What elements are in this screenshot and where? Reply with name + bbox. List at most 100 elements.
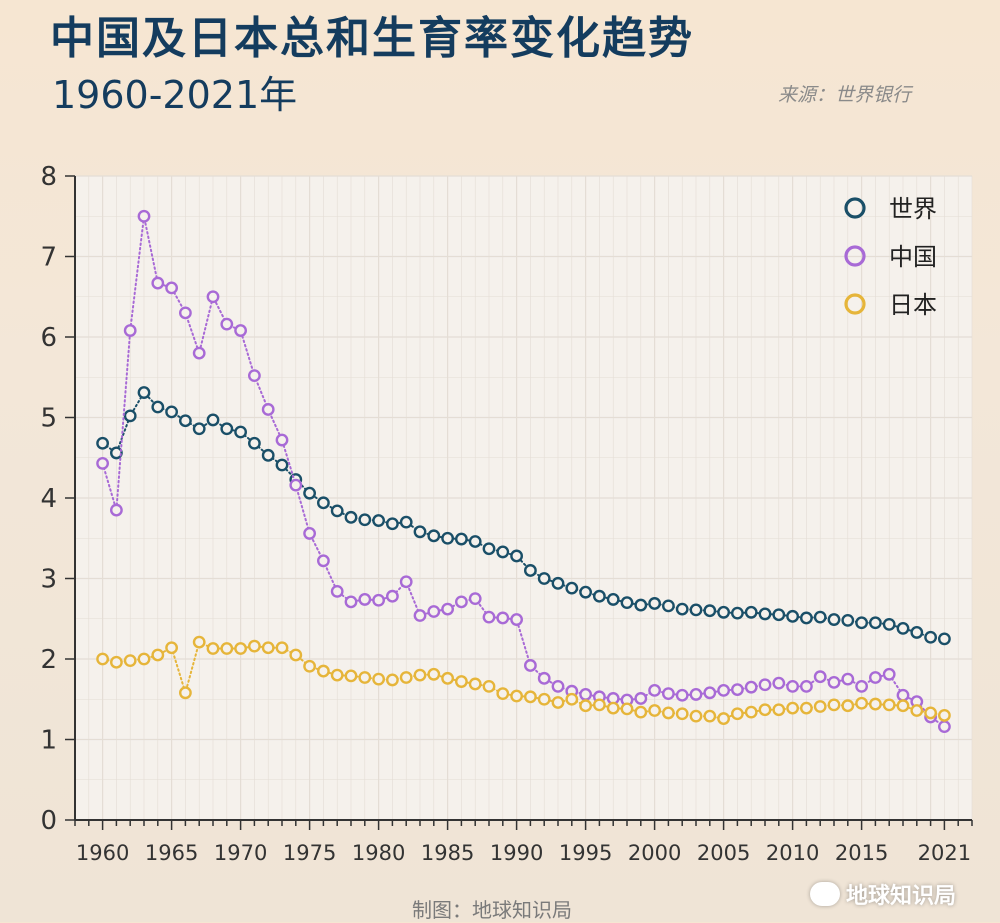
data-point-1 [261,403,275,416]
data-point-2 [744,705,758,719]
data-point-2 [813,700,827,713]
data-point-0 [454,532,468,546]
data-point-2 [717,712,730,725]
data-point-1 [330,584,344,598]
data-point-0 [662,599,675,613]
data-point-1 [178,306,192,320]
data-point-0 [220,422,234,436]
data-point-2 [96,652,110,666]
data-point-2 [827,698,841,712]
data-point-2 [551,696,565,709]
data-point-0 [869,616,882,630]
data-point-1 [524,659,537,672]
data-point-1 [399,575,413,589]
data-point-1 [344,595,358,609]
x-tick-label: 1980 [352,841,405,865]
data-point-1 [703,686,717,700]
x-tick-label: 1985 [421,841,474,865]
wechat-icon [810,882,840,906]
x-tick-label: 1960 [76,841,129,865]
data-point-2 [910,704,924,717]
data-point-1 [454,595,468,609]
data-point-1 [151,276,165,290]
data-point-2 [924,706,937,720]
data-point-0 [413,525,427,539]
data-point-0 [634,598,648,612]
data-point-2 [303,659,316,673]
data-point-2 [855,696,868,710]
data-point-1 [841,672,855,686]
data-point-2 [565,692,579,706]
data-point-0 [565,581,579,595]
data-point-1 [634,692,648,705]
data-point-0 [882,617,896,631]
data-point-2 [344,669,358,683]
data-point-0 [841,613,855,627]
data-point-0 [178,414,192,428]
data-point-2 [482,679,496,693]
data-point-0 [813,610,827,624]
data-point-1 [551,679,565,693]
data-point-2 [137,652,151,666]
data-point-2 [427,667,441,681]
data-point-1 [192,346,206,360]
data-point-1 [689,688,703,701]
data-point-1 [675,688,689,702]
y-tick-label: 6 [40,323,57,353]
data-point-1 [137,209,151,223]
data-point-0 [344,510,358,524]
data-point-1 [510,613,523,626]
data-point-0 [399,515,413,529]
x-tick-label: 1970 [214,841,267,865]
data-point-2 [938,708,951,722]
data-point-1 [413,609,427,622]
x-tick-label: 1990 [490,841,543,865]
data-point-2 [441,671,454,685]
data-point-2 [606,701,620,715]
data-point-1 [165,281,179,295]
data-point-1 [869,671,882,684]
data-point-2 [689,709,703,723]
data-point-0 [524,564,537,577]
y-tick-label: 2 [40,645,57,675]
data-point-2 [800,701,813,715]
data-point-1 [896,688,910,702]
data-point-2 [178,686,192,700]
data-point-0 [261,448,275,462]
y-tick-label: 3 [40,565,57,595]
data-point-0 [551,576,565,590]
data-point-0 [717,605,730,619]
data-point-0 [441,531,454,545]
data-point-2 [110,655,123,669]
data-point-0 [744,605,758,619]
data-point-1 [427,605,441,618]
data-point-1 [110,503,123,517]
source-note: 来源：世界银行 [778,84,912,106]
x-tick-label: 1965 [145,841,198,865]
data-point-1 [800,679,813,693]
data-point-1 [206,290,220,304]
chart-title: 中国及日本总和生育率变化趋势 [50,13,694,64]
data-point-2 [703,709,717,723]
data-point-1 [758,678,772,692]
data-point-2 [165,641,179,655]
x-tick-label: 1995 [559,841,612,865]
data-point-2 [510,689,523,703]
data-point-0 [855,616,868,630]
data-point-1 [385,589,399,603]
data-point-2 [261,641,275,655]
data-point-2 [758,703,772,717]
y-tick-label: 0 [40,806,57,836]
data-point-0 [731,606,744,620]
data-point-0 [758,607,772,621]
data-point-1 [289,478,303,492]
y-tick-label: 1 [40,726,57,756]
data-point-0 [537,572,551,585]
data-point-2 [896,699,910,713]
data-point-2 [123,654,137,668]
data-point-2 [358,671,372,684]
data-point-2 [192,635,206,649]
data-point-0 [496,545,510,559]
data-point-2 [385,673,399,687]
data-point-0 [96,436,110,450]
